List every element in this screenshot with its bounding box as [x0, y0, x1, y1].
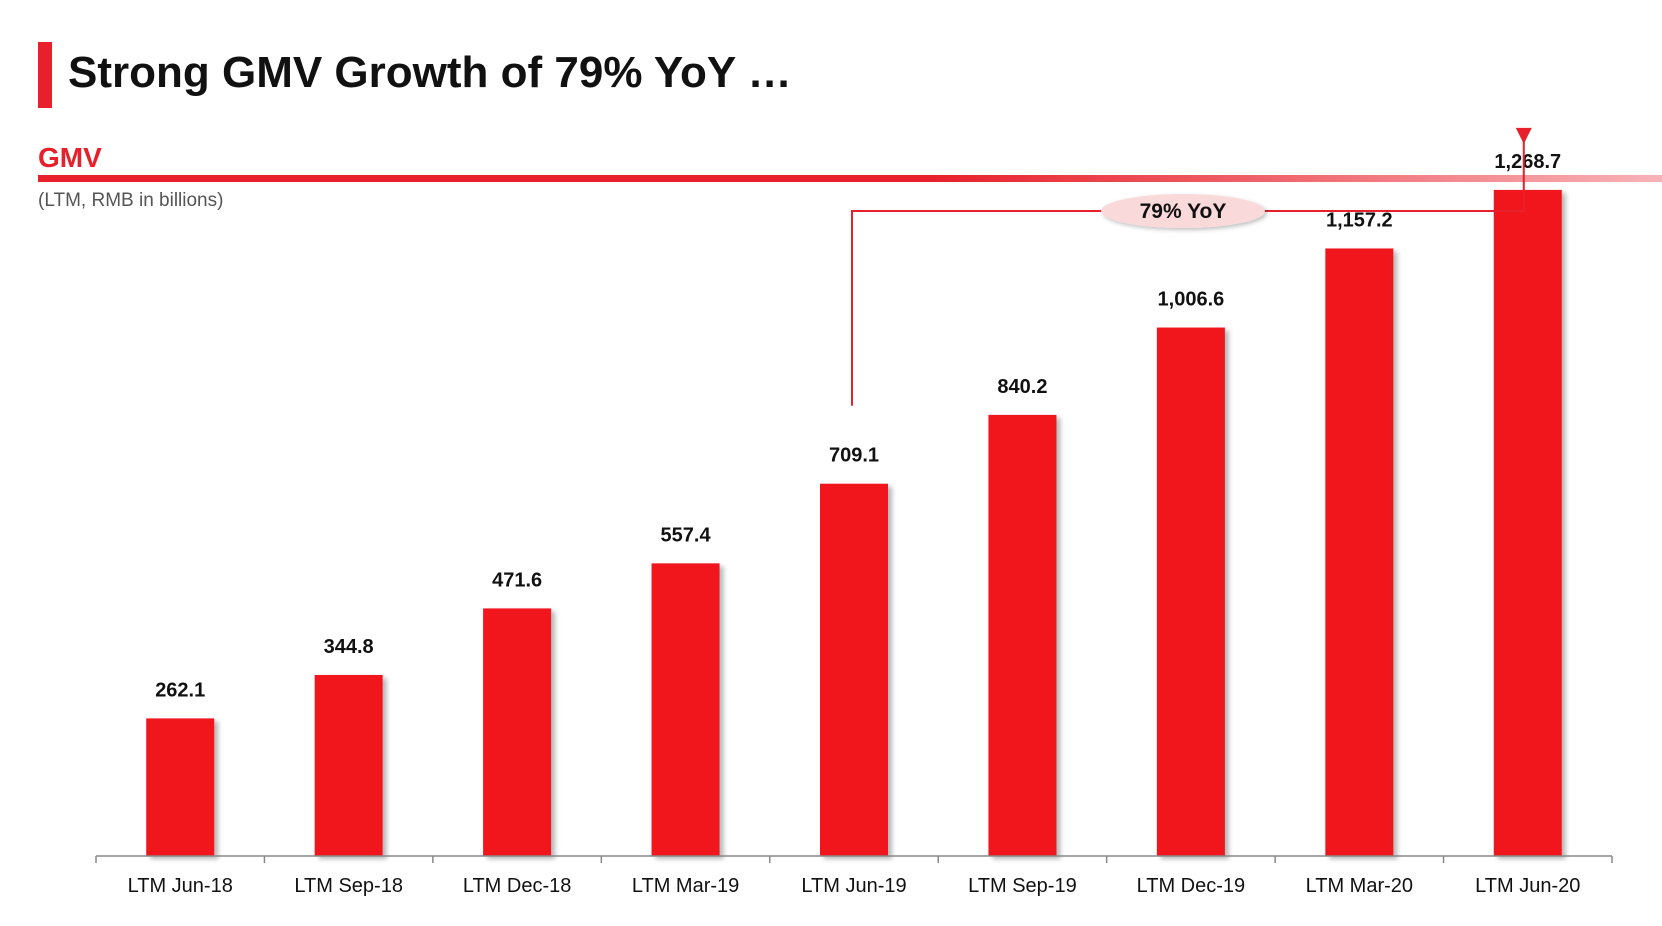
bar-ltm-jun-19 — [820, 483, 888, 856]
x-tick-label: LTM Mar-20 — [1306, 875, 1413, 897]
x-tick-label: LTM Jun-19 — [801, 875, 906, 897]
data-label: 262.1 — [155, 679, 205, 701]
x-tick-label: LTM Jun-20 — [1475, 875, 1580, 897]
bar-ltm-mar-20 — [1325, 248, 1394, 857]
section-divider — [38, 175, 1662, 182]
bar-ltm-dec-18 — [483, 608, 552, 856]
bar-ltm-mar-19 — [651, 563, 720, 856]
x-axis: LTM Jun-18 LTM Sep-18 LTM Dec-18 LTM Mar-19… — [95, 855, 1613, 897]
data-label: 344.8 — [324, 636, 374, 658]
x-tick-label: LTM Jun-18 — [128, 875, 233, 897]
chart-subtitle: (LTM, RMB in billions) — [38, 190, 224, 211]
arrow-down-icon — [1515, 127, 1532, 144]
data-label: 1,157.2 — [1326, 209, 1393, 231]
bar-ltm-jun-20 — [1493, 189, 1562, 856]
bar-ltm-jun-18 — [146, 718, 215, 856]
data-label: 1,268.7 — [1494, 151, 1561, 173]
data-label: 709.1 — [829, 445, 879, 467]
x-tick-label: LTM Mar-19 — [632, 875, 739, 897]
page-title: Strong GMV Growth of 79% YoY … — [68, 48, 792, 97]
section-label: GMV — [38, 142, 102, 173]
x-tick-label: LTM Dec-19 — [1137, 875, 1246, 897]
bars-layer: 262.1 344.8 471.6 557.4 709.1 840.2 1,006.6 1,1… — [146, 151, 1562, 857]
bar-ltm-sep-18 — [314, 674, 383, 856]
data-label: 471.6 — [492, 569, 542, 591]
data-label: 840.2 — [997, 376, 1047, 398]
data-label: 1,006.6 — [1158, 289, 1225, 311]
data-label: 557.4 — [661, 524, 712, 546]
x-tick-label: LTM Sep-19 — [968, 875, 1077, 897]
bar-ltm-sep-19 — [988, 414, 1057, 856]
x-tick-label: LTM Dec-18 — [463, 875, 572, 897]
yoy-callout: 79% YoY — [851, 127, 1532, 406]
bar-ltm-dec-19 — [1156, 327, 1225, 856]
yoy-callout-pill — [1101, 194, 1265, 228]
title-accent-bar — [38, 42, 52, 108]
x-tick-label: LTM Sep-18 — [294, 875, 403, 897]
yoy-callout-text: 79% YoY — [1140, 200, 1227, 223]
